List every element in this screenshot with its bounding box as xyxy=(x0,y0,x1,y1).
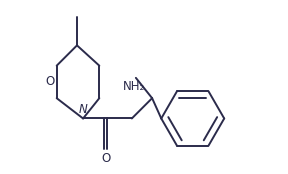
Text: O: O xyxy=(101,152,110,165)
Text: O: O xyxy=(46,75,55,88)
Text: N: N xyxy=(79,104,88,116)
Text: NH₂: NH₂ xyxy=(123,80,145,93)
